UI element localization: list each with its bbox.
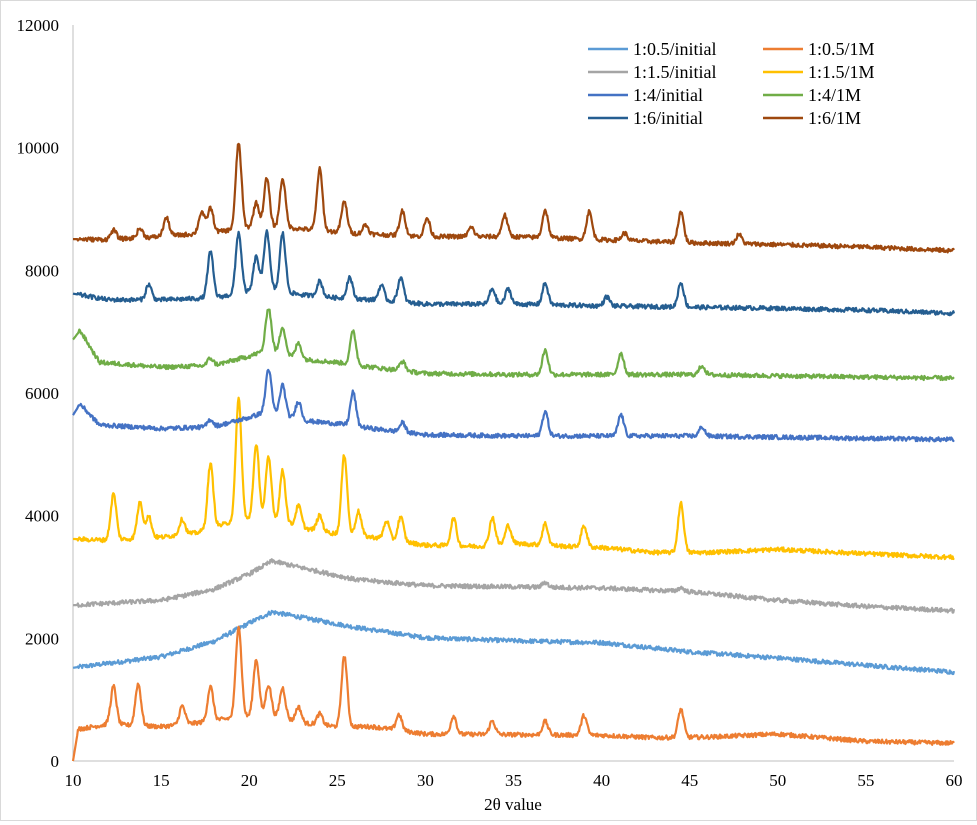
legend-label: 1:1.5/1M — [808, 62, 875, 82]
series-line — [72, 142, 955, 254]
x-tick-label: 15 — [153, 771, 170, 790]
x-tick-label: 25 — [329, 771, 346, 790]
legend-label: 1:0.5/1M — [808, 39, 875, 59]
legend-label: 1:6/initial — [633, 108, 703, 128]
x-tick-label: 30 — [417, 771, 434, 790]
x-tick-label: 60 — [946, 771, 963, 790]
x-axis-title: 2θ value — [484, 795, 542, 814]
y-tick-label: 12000 — [17, 16, 60, 35]
axes — [72, 25, 954, 762]
series-line — [72, 308, 955, 382]
series-line — [72, 229, 956, 317]
legend-label: 1:4/initial — [633, 85, 703, 105]
y-tick-label: 6000 — [25, 384, 59, 403]
x-tick-label: 10 — [65, 771, 82, 790]
x-tick-label: 40 — [593, 771, 610, 790]
y-tick-label: 4000 — [25, 507, 59, 526]
x-tick-label: 45 — [681, 771, 698, 790]
series-line — [72, 368, 955, 443]
legend-label: 1:6/1M — [808, 108, 861, 128]
legend: 1:0.5/initial 1:0.5/1M 1:1.5/initial 1:1.5/… — [588, 39, 875, 128]
y-tick-label: 0 — [51, 752, 60, 771]
series-group — [71, 142, 956, 762]
x-tick-label: 50 — [769, 771, 786, 790]
y-tick-label: 8000 — [25, 261, 59, 280]
x-tick-label: 55 — [857, 771, 874, 790]
x-tick-label: 20 — [241, 771, 258, 790]
legend-label: 1:0.5/initial — [633, 39, 717, 59]
y-tick-label: 10000 — [17, 139, 60, 158]
series-line — [72, 558, 956, 614]
legend-label: 1:4/1M — [808, 85, 861, 105]
x-tick-label: 35 — [505, 771, 522, 790]
legend-label: 1:1.5/initial — [633, 62, 717, 82]
y-tick-label: 2000 — [25, 629, 59, 648]
tick-labels: 10 15 20 25 30 35 40 45 50 55 60 0 2000 4000 6000 8000 1… — [17, 16, 963, 790]
series-line — [72, 609, 956, 676]
series-line — [71, 625, 955, 762]
series-line — [72, 396, 955, 561]
